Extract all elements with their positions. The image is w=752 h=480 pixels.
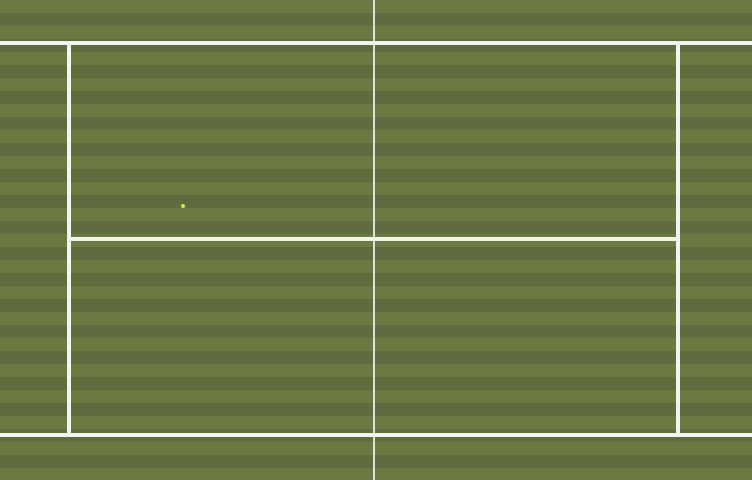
net [373, 0, 375, 480]
bottom-doubles-sideline [0, 433, 752, 437]
top-doubles-sideline [0, 41, 752, 45]
tennis-ball [181, 204, 185, 208]
